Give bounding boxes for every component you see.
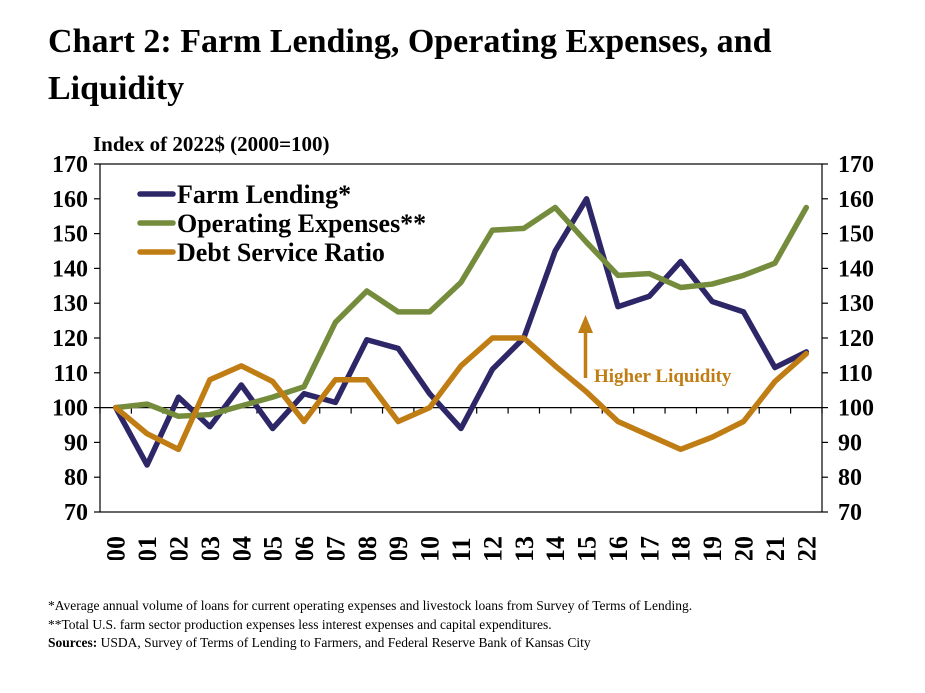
- x-axis-label: 2017: [635, 536, 664, 560]
- y-axis-label-right: 120: [838, 326, 874, 352]
- x-axis-label: 2009: [384, 536, 413, 560]
- x-axis-label: 2004: [227, 536, 256, 560]
- x-axis-label: 2018: [667, 536, 696, 560]
- sources-label: Sources:: [48, 635, 98, 650]
- x-axis-label: 2010: [416, 536, 445, 560]
- y-axis-label-right: 160: [838, 187, 874, 213]
- footnote-sources: Sources: USDA, Survey of Terms of Lendin…: [48, 634, 808, 653]
- y-axis-label-left: 150: [52, 222, 88, 248]
- x-axis-label: 2020: [730, 536, 759, 560]
- x-axis-label: 2007: [321, 536, 350, 560]
- y-axis-label-right: 140: [838, 256, 874, 282]
- y-axis-label-right: 110: [838, 361, 873, 387]
- x-axis-label: 2013: [510, 536, 539, 560]
- y-axis-label-left: 160: [52, 187, 88, 213]
- y-axis-label-right: 80: [838, 465, 862, 491]
- y-axis-label-left: 170: [52, 152, 88, 178]
- y-axis-label-left: 110: [53, 361, 88, 387]
- series-line-3: [112, 335, 810, 453]
- legend-label-2: Operating Expenses**: [177, 209, 426, 238]
- legend-label-1: Farm Lending*: [177, 180, 351, 209]
- chart-title: Chart 2: Farm Lending, Operating Expense…: [48, 18, 878, 112]
- y-axis-label-left: 130: [52, 291, 88, 317]
- line-chart: 170 170 160 160 150 150 140 140 130 130 120 120 110 1…: [52, 152, 874, 560]
- chart-title-line1: Chart 2: Farm Lending, Operating Expense…: [48, 23, 772, 60]
- higher-liquidity-arrow-head: [578, 315, 593, 333]
- series-line-2: [112, 204, 810, 420]
- x-axis-label: 2006: [290, 536, 319, 560]
- x-axis-label: 2008: [353, 536, 382, 560]
- x-axis-label: 2002: [164, 536, 193, 560]
- x-axis-label: 2005: [259, 536, 288, 560]
- y-axis-label-left: 70: [64, 500, 88, 526]
- y-axis-label-right: 100: [838, 396, 874, 422]
- y-axis-label-left: 140: [52, 256, 88, 282]
- x-axis-label: 2014: [541, 536, 570, 560]
- x-axis-label: 2019: [698, 536, 727, 560]
- y-axis-label-left: 120: [52, 326, 88, 352]
- sources-text: USDA, Survey of Terms of Lending to Farm…: [97, 635, 591, 650]
- x-axis-label: 2003: [196, 536, 225, 560]
- x-axis-label: 2001: [133, 536, 162, 560]
- legend-label-3: Debt Service Ratio: [177, 238, 385, 267]
- footnotes: *Average annual volume of loans for curr…: [48, 597, 808, 653]
- y-axis-label-right: 130: [838, 291, 874, 317]
- y-axis-label-left: 80: [64, 465, 88, 491]
- y-axis-title: Index of 2022$ (2000=100): [93, 132, 330, 156]
- series-line-1: [112, 196, 810, 468]
- chart-title-line2: Liquidity: [48, 70, 185, 107]
- y-axis-label-right: 170: [838, 152, 874, 178]
- y-axis-label-right: 150: [838, 222, 874, 248]
- x-axis-label: 2015: [573, 536, 602, 560]
- x-axis-label: 2021: [761, 536, 790, 560]
- x-axis-label: 2022: [792, 536, 821, 560]
- y-axis-label-right: 70: [838, 500, 862, 526]
- footnote-2: **Total U.S. farm sector production expe…: [48, 616, 552, 632]
- y-axis-label-left: 90: [64, 430, 88, 456]
- y-axis-label-left: 100: [52, 396, 88, 422]
- x-axis-label: 2000: [102, 536, 131, 560]
- y-axis-label-right: 90: [838, 430, 862, 456]
- x-axis-label: 2016: [604, 536, 633, 560]
- footnote-1: *Average annual volume of loans for curr…: [48, 598, 693, 613]
- higher-liquidity-annotation: Higher Liquidity: [594, 366, 732, 387]
